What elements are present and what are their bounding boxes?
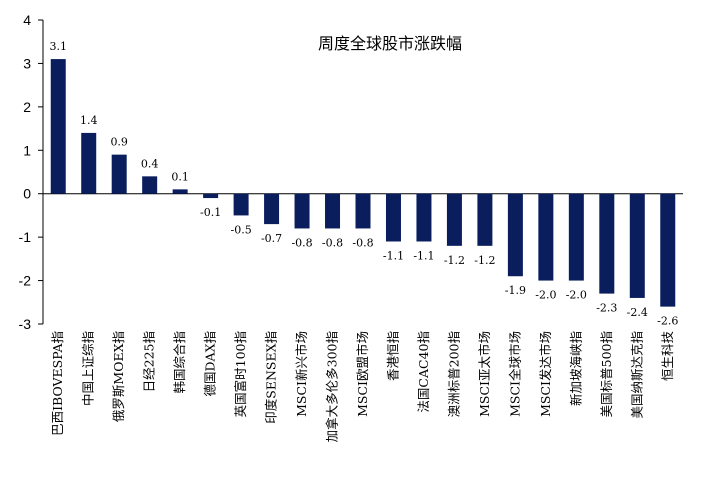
data-label: -0.8 xyxy=(291,236,312,249)
data-label: -2.4 xyxy=(627,306,648,319)
bar xyxy=(660,193,676,307)
bar xyxy=(264,193,280,225)
data-label: -2.0 xyxy=(566,289,587,302)
y-tick-label: -1 xyxy=(19,229,32,245)
bar xyxy=(294,193,310,229)
bar xyxy=(203,193,219,199)
x-tick-labels: 巴西IBOVESPA指 中国上证综指 俄罗斯MOEX指 日经225指 韩国综合指 德国DA… xyxy=(50,331,675,443)
bar xyxy=(233,193,249,216)
bar xyxy=(111,154,127,194)
data-label: 0.1 xyxy=(171,170,189,183)
x-tick-label: 巴西IBOVESPA指 xyxy=(50,331,65,436)
x-tick-label: MSCI亚太市场 xyxy=(477,331,492,417)
bar xyxy=(629,193,645,298)
x-tick-label: MSCI新兴市场 xyxy=(294,331,309,417)
data-label: 3.1 xyxy=(49,40,67,53)
x-tick-label: 韩国综合指 xyxy=(172,331,187,394)
x-tick-label: 美国标普500指 xyxy=(599,331,614,417)
x-tick-label: 香港恒指 xyxy=(385,331,400,381)
data-label: -1.1 xyxy=(413,249,434,262)
x-tick-label: 澳洲标普200指 xyxy=(446,331,461,417)
data-label: -2.3 xyxy=(596,302,617,315)
x-tick-label: 法国CAC40指 xyxy=(416,331,431,413)
y-tick-label: 4 xyxy=(23,12,31,28)
data-label: 0.4 xyxy=(141,157,159,170)
bar xyxy=(416,193,432,242)
data-label: -2.6 xyxy=(657,315,678,328)
data-label: -1.1 xyxy=(383,249,404,262)
data-label: -1.9 xyxy=(505,284,526,297)
data-label: -0.8 xyxy=(322,236,343,249)
bar xyxy=(477,193,493,246)
bar xyxy=(355,193,371,229)
bar xyxy=(325,193,341,229)
bar xyxy=(385,193,401,242)
data-labels: 3.11.40.90.40.1-0.1-0.5-0.7 -0.8 -0.8 -0.8-… xyxy=(49,40,678,328)
y-tick-label: -2 xyxy=(19,273,32,289)
x-tick-label: 新加坡海峡指 xyxy=(568,331,583,406)
x-tick-label: 中国上证综指 xyxy=(81,331,96,406)
bar xyxy=(446,193,462,246)
bar xyxy=(507,193,523,277)
y-tick-label: 3 xyxy=(23,55,31,71)
bars xyxy=(50,59,676,307)
data-label: -1.2 xyxy=(474,254,495,267)
data-label: -1.2 xyxy=(444,254,465,267)
bar xyxy=(172,189,188,194)
data-label: -0.8 xyxy=(352,236,373,249)
y-tick-label: 0 xyxy=(23,186,31,202)
y-tick-label: -3 xyxy=(19,316,32,332)
bar xyxy=(81,132,97,194)
x-tick-label: 加拿大多伦多300指 xyxy=(325,331,340,442)
x-tick-label: MSCI全球市场 xyxy=(507,331,522,417)
x-tick-label: 英国富时100指 xyxy=(233,331,248,417)
bar xyxy=(599,193,615,294)
data-label: -0.1 xyxy=(200,206,221,219)
chart-title: 周度全球股市涨跌幅 xyxy=(318,34,462,53)
x-tick-label: 恒生科技 xyxy=(660,331,675,382)
bar xyxy=(50,59,66,194)
x-tick-label: MSCI发达市场 xyxy=(538,331,553,417)
x-tick-label: 日经225指 xyxy=(142,331,157,392)
data-label: -2.0 xyxy=(535,289,556,302)
data-label: 1.4 xyxy=(80,114,98,127)
x-tick-label: 德国DAX指 xyxy=(203,331,218,396)
data-label: 0.9 xyxy=(110,136,128,149)
data-label: -0.7 xyxy=(261,232,282,245)
x-tick-label: 印度SENSEX指 xyxy=(264,331,279,424)
bar xyxy=(538,193,554,281)
x-tick-label: MSCI欧盟市场 xyxy=(355,331,370,417)
x-tick-label: 俄罗斯MOEX指 xyxy=(111,331,126,422)
data-label: -0.5 xyxy=(230,223,251,236)
y-tick-label: 2 xyxy=(23,99,31,115)
bar xyxy=(568,193,584,281)
y-tick-label: 1 xyxy=(23,142,31,158)
x-tick-label: 美国纳斯达克指 xyxy=(629,331,644,419)
bar xyxy=(142,176,158,194)
